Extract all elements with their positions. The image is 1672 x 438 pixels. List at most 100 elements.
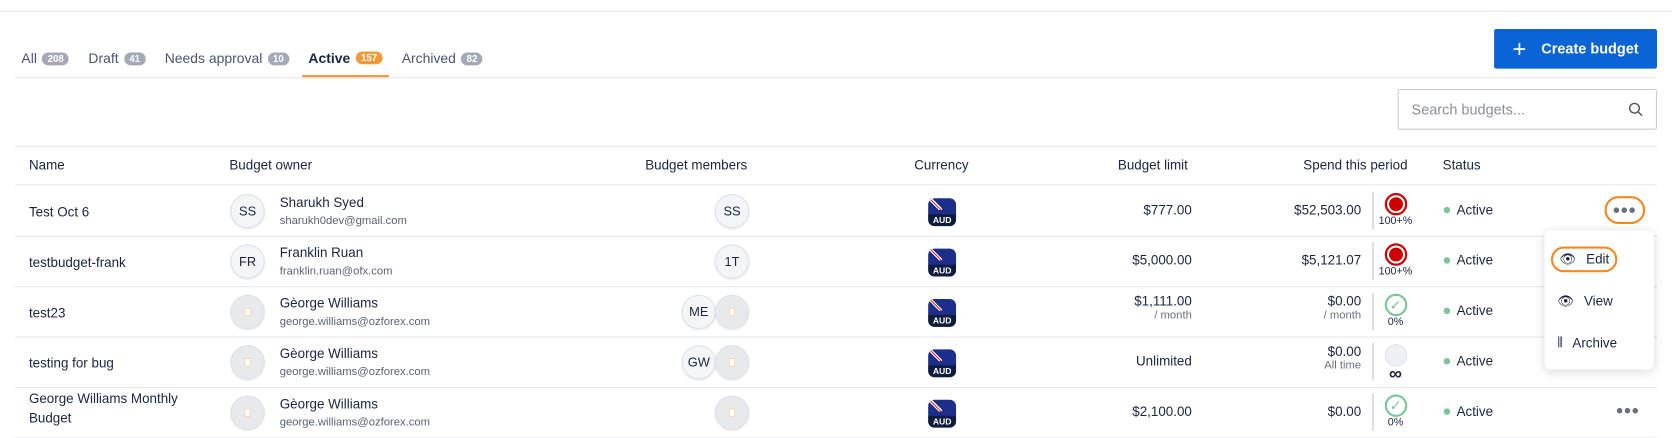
owner-avatar xyxy=(230,395,265,430)
col-currency[interactable]: Currency xyxy=(914,157,969,173)
search-input[interactable]: Search budgets... xyxy=(1397,88,1658,130)
currency-code: AUD xyxy=(928,315,957,327)
member-avatar xyxy=(714,345,750,380)
indicator-label: 0% xyxy=(1387,416,1404,429)
menu-item-view[interactable]: 👁 View xyxy=(1551,288,1619,314)
spend-indicator: ✓ 0% xyxy=(1374,394,1417,429)
more-actions-button[interactable]: ••• xyxy=(1604,196,1646,225)
spend-divider xyxy=(1371,393,1375,431)
owner-name: Gèorge Williams xyxy=(279,295,379,311)
indicator-label: 0% xyxy=(1387,316,1404,328)
eye-icon: 👁 xyxy=(1557,293,1575,309)
owner-email: sharukh0dev@gmail.com xyxy=(279,214,407,228)
col-name[interactable]: Name xyxy=(28,157,65,173)
tab-label: Archived xyxy=(401,50,456,67)
check-circle-icon: ✓ xyxy=(1384,394,1407,417)
count-badge: 82 xyxy=(461,51,483,65)
budget-name[interactable]: Test Oct 6 xyxy=(28,204,90,220)
limit-value: $5,000.00 xyxy=(1132,252,1192,268)
status-label: Active xyxy=(1456,303,1494,319)
status-badge: Active xyxy=(1443,404,1494,420)
member-avatar: SS xyxy=(714,193,750,229)
col-spend-this-period[interactable]: Spend this period xyxy=(1303,157,1408,173)
owner-name: Gèorge Williams xyxy=(279,346,379,362)
row-actions-menu: 👁 Edit 👁 View ⫼ Archive xyxy=(1544,230,1654,370)
aud-flag-icon: AUD xyxy=(928,248,957,277)
create-budget-button[interactable]: + Create budget xyxy=(1494,28,1658,69)
table-row[interactable]: Test Oct 6 SS Sharukh Syed sharukh0dev@g… xyxy=(15,185,1657,235)
owner-avatar: FR xyxy=(230,244,265,279)
limit-value: $777.00 xyxy=(1143,202,1192,218)
count-badge: 208 xyxy=(42,51,70,65)
over-budget-icon xyxy=(1384,192,1407,216)
col-budget-members[interactable]: Budget members xyxy=(645,157,748,173)
status-label: Active xyxy=(1456,202,1494,218)
table-row[interactable]: George Williams Monthly Budget Gèorge Wi… xyxy=(15,387,1657,437)
col-budget-owner[interactable]: Budget owner xyxy=(229,157,313,173)
spend-value: $52,503.00 xyxy=(1294,202,1362,218)
owner-avatar xyxy=(230,294,265,330)
table-row[interactable]: testbudget-frank FR Franklin Ruan frankl… xyxy=(15,236,1657,286)
status-dot xyxy=(1443,206,1451,214)
aud-flag-icon: AUD xyxy=(928,399,957,428)
status-dot xyxy=(1443,357,1451,365)
spend-divider xyxy=(1371,191,1375,230)
tab-needs-approval[interactable]: Needs approval 10 xyxy=(158,41,295,76)
member-avatar xyxy=(714,395,750,430)
row-divider xyxy=(15,286,1658,288)
aud-flag-icon: AUD xyxy=(928,349,957,378)
indicator-label: 100+% xyxy=(1378,265,1413,278)
header-bottom-divider xyxy=(15,184,1658,186)
aud-flag-icon: AUD xyxy=(928,299,957,327)
tab-active[interactable]: Active 157 xyxy=(301,41,389,79)
spend-divider xyxy=(1371,292,1375,331)
budget-limit: Unlimited xyxy=(1136,354,1192,369)
budget-name[interactable]: testing for bug xyxy=(28,355,114,371)
col-status[interactable]: Status xyxy=(1442,157,1481,173)
menu-label: View xyxy=(1583,293,1613,309)
owner-name: Sharukh Syed xyxy=(279,195,364,211)
menu-item-archive[interactable]: ⫼ Archive xyxy=(1551,330,1624,356)
search-placeholder: Search budgets... xyxy=(1411,101,1525,118)
spend-value: $5,121.07 xyxy=(1301,252,1362,268)
status-badge: Active xyxy=(1443,303,1494,319)
row-divider xyxy=(15,235,1658,237)
eye-icon: 👁 xyxy=(1559,251,1577,267)
spend-indicator: 100+% xyxy=(1374,192,1417,227)
owner-avatar xyxy=(230,345,265,380)
member-avatar xyxy=(714,294,750,330)
status-badge: Active xyxy=(1443,253,1493,268)
tab-all[interactable]: All 208 xyxy=(15,41,76,76)
table-row[interactable]: test23 Gèorge Williams george.williams@o… xyxy=(15,286,1657,336)
owner-avatar: SS xyxy=(230,193,265,229)
currency-code: AUD xyxy=(928,415,957,428)
col-budget-limit[interactable]: Budget limit xyxy=(1117,157,1188,173)
owner-email: george.williams@ozforex.com xyxy=(279,315,431,328)
budget-name[interactable]: testbudget-frank xyxy=(28,255,126,271)
count-badge: 41 xyxy=(123,51,146,65)
currency-code: AUD xyxy=(928,365,957,378)
budget-name[interactable]: George Williams Monthly Budget xyxy=(28,391,178,426)
status-dot xyxy=(1443,307,1451,315)
table-row[interactable]: testing for bug Gèorge Williams george.w… xyxy=(15,337,1657,387)
tab-archived[interactable]: Archived 82 xyxy=(395,41,489,76)
status-badge: Active xyxy=(1443,354,1493,369)
status-badge: Active xyxy=(1443,202,1494,218)
tab-draft[interactable]: Draft 41 xyxy=(82,41,152,76)
spend-indicator: ∞ xyxy=(1374,344,1417,384)
member-avatar: GW xyxy=(681,345,716,380)
spend-value: $0.00 xyxy=(1327,344,1362,360)
spend-value: $0.00 xyxy=(1327,404,1362,420)
limit-value: $1,111.00 xyxy=(1134,293,1192,309)
tab-label: Active xyxy=(308,49,351,66)
more-actions-button[interactable]: ••• xyxy=(1616,399,1640,422)
tabs-divider xyxy=(15,77,1658,79)
menu-item-edit[interactable]: 👁 Edit xyxy=(1550,246,1618,273)
top-divider xyxy=(0,10,1672,12)
status-label: Active xyxy=(1456,404,1494,420)
spend-this-period: $52,503.00 xyxy=(1294,203,1361,218)
indicator-label: ∞ xyxy=(1388,363,1402,384)
create-budget-label: Create budget xyxy=(1541,40,1639,57)
plus-icon: + xyxy=(1512,34,1527,62)
budget-name[interactable]: test23 xyxy=(28,305,66,321)
